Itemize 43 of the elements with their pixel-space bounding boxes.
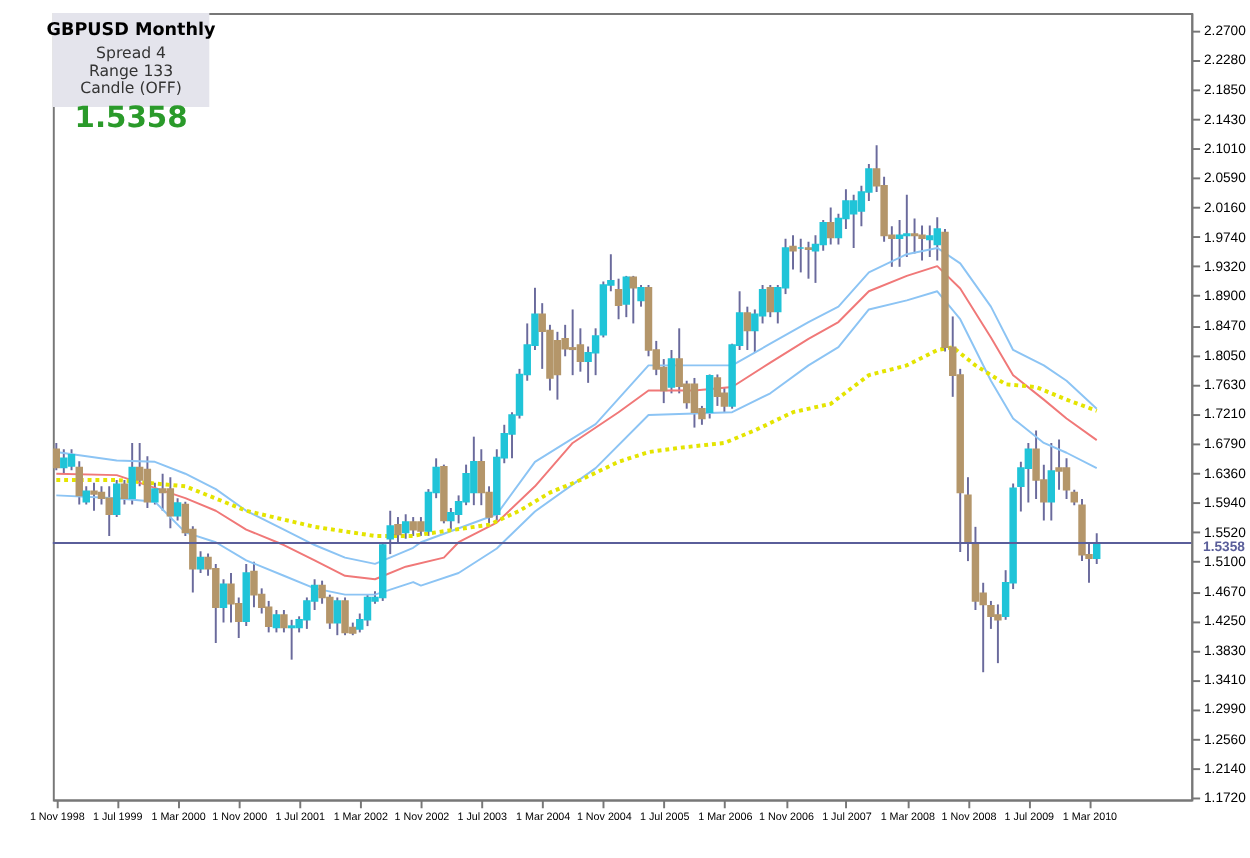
candlestick [918, 224, 926, 262]
candlestick [151, 481, 159, 506]
candlestick [553, 330, 562, 401]
candlestick [333, 596, 342, 637]
annotation: Candle (OFF) [80, 79, 182, 98]
chart-title: GBPUSD Monthly [46, 20, 217, 41]
candlestick [622, 274, 631, 319]
candlestick [804, 240, 813, 280]
candlestick [713, 373, 722, 407]
annotation: 1.5358 [74, 100, 188, 135]
candlestick [409, 516, 417, 537]
candlestick [363, 593, 372, 628]
candlestick [90, 481, 98, 512]
candlestick [1047, 441, 1056, 522]
candlestick [120, 479, 129, 506]
candlestick [417, 516, 425, 537]
candlestick [272, 609, 281, 634]
candlestick [568, 308, 577, 377]
candlestick [705, 373, 714, 420]
candlestick [629, 274, 638, 325]
candlestick [52, 441, 61, 472]
candlestick [401, 513, 410, 540]
candlestick [1024, 441, 1033, 504]
annotation: Range 133 [88, 61, 174, 80]
candlestick [849, 193, 858, 249]
candlestick [219, 578, 228, 624]
candlestick [158, 472, 167, 512]
candlestick [826, 206, 835, 246]
candlestick [926, 224, 934, 258]
candlestick [196, 550, 205, 574]
candlestick [910, 217, 919, 255]
candlestick [341, 596, 349, 637]
annotation: Spread 4 [96, 44, 167, 63]
candlestick [287, 618, 296, 661]
candlestick [166, 476, 175, 530]
candlestick [105, 485, 113, 537]
candlestick [690, 376, 699, 429]
candlestick [128, 441, 136, 506]
candlestick [743, 305, 752, 351]
candlestick [60, 448, 68, 475]
line-series [54, 345, 1099, 538]
candlestick [766, 284, 775, 319]
candlestick [470, 435, 478, 507]
